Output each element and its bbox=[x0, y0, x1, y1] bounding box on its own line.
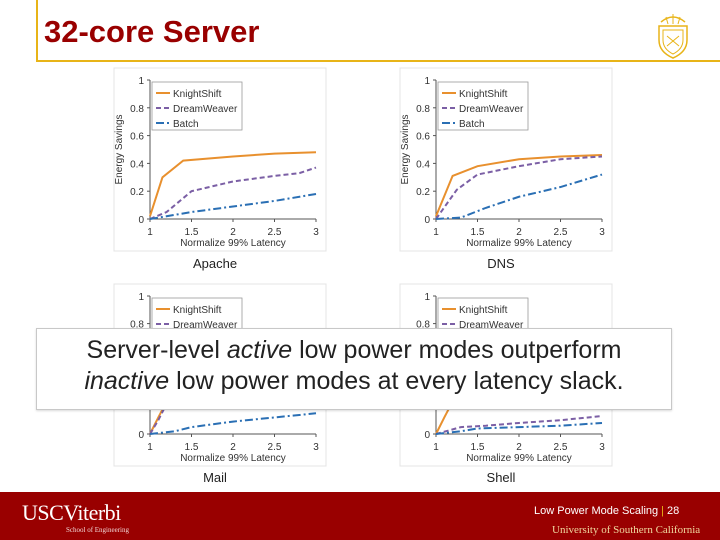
legend-label-batch: Batch bbox=[459, 119, 485, 130]
x-tick-label-2: 2.5 bbox=[268, 442, 282, 453]
y-tick-label-1: 0.2 bbox=[416, 187, 430, 198]
slide-title: 32-core Server bbox=[44, 14, 260, 49]
legend-label-knightshift: KnightShift bbox=[173, 89, 222, 100]
legend-label-dreamweaver: DreamWeaver bbox=[173, 320, 238, 331]
callout-line-1: Server-level active low power modes outp… bbox=[37, 335, 671, 366]
y-tick-label-0: 0.2 bbox=[130, 187, 144, 198]
usc-seal-icon bbox=[658, 14, 688, 59]
y-tick-label-0: 0 bbox=[138, 215, 144, 226]
chart-caption-shell: Shell bbox=[487, 470, 516, 485]
y-tick-label-1: 0.8 bbox=[416, 104, 430, 115]
title-rule bbox=[36, 60, 720, 62]
series-line-knightshift bbox=[149, 151, 317, 217]
legend-label-knightshift: KnightShift bbox=[459, 305, 508, 316]
y-tick-label-1: 0.6 bbox=[416, 132, 430, 143]
legend-label-dreamweaver: DreamWeaver bbox=[459, 320, 524, 331]
callout-emphasis-active: active bbox=[226, 336, 293, 364]
y-tick-label-3: 0 bbox=[424, 430, 430, 441]
series-line-batch bbox=[149, 192, 317, 220]
x-tick-label-1: 1.5 bbox=[471, 227, 485, 238]
x-axis-label-2: Normalize 99% Latency bbox=[180, 453, 286, 464]
x-tick-label-3: 2.5 bbox=[554, 442, 568, 453]
legend-label-dreamweaver: DreamWeaver bbox=[459, 104, 524, 115]
summary-callout: Server-level active low power modes outp… bbox=[36, 328, 672, 410]
chart-caption-mail: Mail bbox=[203, 470, 227, 485]
callout-mid: low power modes outperform bbox=[292, 336, 622, 364]
series-line-dreamweaver bbox=[149, 166, 317, 220]
x-tick-label-1: 3 bbox=[599, 227, 605, 238]
legend-label-dreamweaver: DreamWeaver bbox=[173, 104, 238, 115]
x-tick-label-0: 3 bbox=[313, 227, 319, 238]
series-line-batch bbox=[435, 173, 603, 220]
y-tick-label-3: 0.8 bbox=[416, 320, 430, 331]
title-vertical-rule bbox=[36, 0, 38, 62]
footer-slide-info: Low Power Mode Scaling | 28 bbox=[534, 505, 679, 517]
x-tick-label-3: 2 bbox=[516, 442, 522, 453]
x-tick-label-0: 1.5 bbox=[185, 227, 199, 238]
series-line-dreamweaver bbox=[435, 155, 603, 220]
x-tick-label-1: 2 bbox=[516, 227, 522, 238]
x-axis-label-1: Normalize 99% Latency bbox=[466, 238, 572, 249]
series-line-batch bbox=[435, 421, 603, 435]
y-tick-label-2: 1 bbox=[138, 292, 144, 303]
footer-topic: Low Power Mode Scaling bbox=[534, 505, 659, 517]
usc-viterbi-logo: USCViterbi bbox=[22, 500, 121, 525]
footer-bar bbox=[0, 492, 720, 540]
y-tick-label-2: 0.8 bbox=[130, 320, 144, 331]
x-axis-label-0: Normalize 99% Latency bbox=[180, 238, 286, 249]
y-tick-label-3: 1 bbox=[424, 292, 430, 303]
x-tick-label-1: 2.5 bbox=[554, 227, 568, 238]
x-tick-label-0: 2 bbox=[230, 227, 236, 238]
chart-caption-dns: DNS bbox=[487, 256, 515, 271]
x-tick-label-3: 1 bbox=[433, 442, 439, 453]
x-tick-label-2: 1 bbox=[147, 442, 153, 453]
y-tick-label-0: 0.4 bbox=[130, 159, 144, 170]
callout-line2-text: low power modes at every latency slack. bbox=[169, 367, 624, 395]
page-number: 28 bbox=[666, 505, 680, 517]
x-tick-label-0: 1 bbox=[147, 227, 153, 238]
y-tick-label-1: 0 bbox=[424, 215, 430, 226]
x-tick-label-2: 3 bbox=[313, 442, 319, 453]
x-tick-label-2: 1.5 bbox=[185, 442, 199, 453]
y-axis-label-0: Energy Savings bbox=[114, 114, 125, 184]
callout-line-2: inactive low power modes at every latenc… bbox=[37, 366, 671, 397]
university-name: University of Southern California bbox=[552, 524, 701, 536]
callout-emphasis-inactive: inactive bbox=[84, 367, 170, 395]
x-tick-label-1: 1 bbox=[433, 227, 439, 238]
series-line-dreamweaver bbox=[435, 415, 603, 435]
footer-separator: | bbox=[661, 505, 664, 517]
y-tick-label-0: 0.8 bbox=[130, 104, 144, 115]
legend-label-knightshift: KnightShift bbox=[459, 89, 508, 100]
x-tick-label-2: 2 bbox=[230, 442, 236, 453]
chart-caption-apache: Apache bbox=[193, 256, 237, 271]
x-tick-label-3: 3 bbox=[599, 442, 605, 453]
y-axis-label-1: Energy Savings bbox=[400, 114, 411, 184]
x-axis-label-3: Normalize 99% Latency bbox=[466, 453, 572, 464]
y-tick-label-2: 0 bbox=[138, 430, 144, 441]
legend-label-knightshift: KnightShift bbox=[173, 305, 222, 316]
x-tick-label-3: 1.5 bbox=[471, 442, 485, 453]
series-line-knightshift bbox=[435, 154, 603, 217]
y-tick-label-0: 1 bbox=[138, 76, 144, 87]
x-tick-label-0: 2.5 bbox=[268, 227, 282, 238]
legend-label-batch: Batch bbox=[173, 119, 199, 130]
series-line-batch bbox=[149, 412, 317, 435]
callout-prefix: Server-level bbox=[86, 336, 227, 364]
school-of-engineering-label: School of Engineering bbox=[66, 526, 129, 534]
y-tick-label-1: 0.4 bbox=[416, 159, 430, 170]
y-tick-label-0: 0.6 bbox=[130, 132, 144, 143]
y-tick-label-1: 1 bbox=[424, 76, 430, 87]
